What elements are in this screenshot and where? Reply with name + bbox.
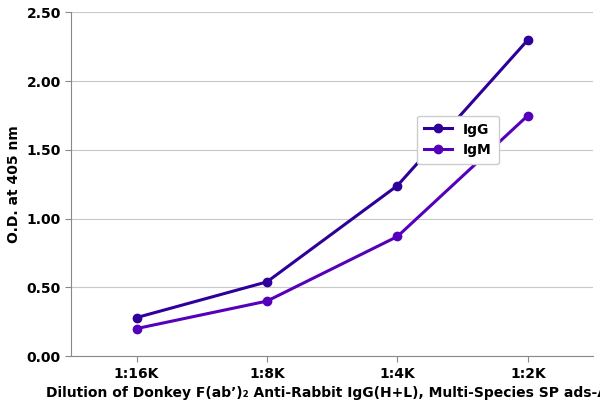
IgM: [133, 326, 140, 331]
IgG: [263, 280, 271, 284]
IgM: [524, 113, 532, 118]
IgG: [524, 37, 532, 42]
Line: IgM: IgM: [133, 112, 532, 333]
IgM: [394, 234, 401, 239]
IgG: [133, 315, 140, 320]
IgG: [394, 183, 401, 188]
Line: IgG: IgG: [133, 36, 532, 322]
X-axis label: Dilution of Donkey F(ab’)₂ Anti-Rabbit IgG(H+L), Multi-Species SP ads-AP: Dilution of Donkey F(ab’)₂ Anti-Rabbit I…: [46, 386, 600, 400]
Y-axis label: O.D. at 405 nm: O.D. at 405 nm: [7, 125, 21, 243]
Legend: IgG, IgM: IgG, IgM: [418, 116, 499, 164]
IgM: [263, 299, 271, 304]
